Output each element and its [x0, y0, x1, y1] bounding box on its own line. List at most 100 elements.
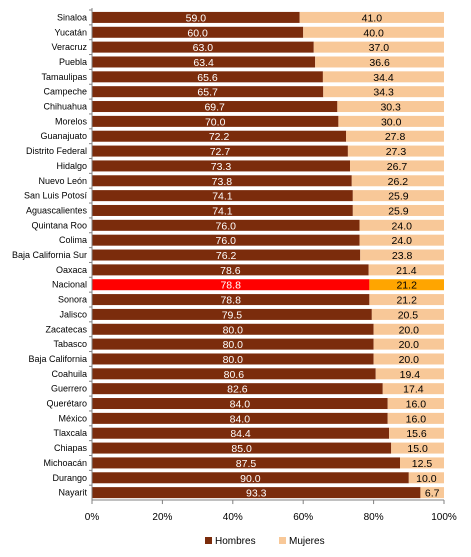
data-label-hombres: 65.6 — [197, 72, 218, 84]
data-label-hombres: 84.0 — [230, 399, 251, 411]
bar-mujeres — [337, 101, 444, 113]
bar-hombres — [92, 190, 353, 202]
bar-hombres — [92, 41, 314, 53]
data-label-hombres: 60.0 — [187, 27, 208, 39]
data-label-mujeres: 27.8 — [385, 131, 406, 143]
data-label-hombres: 76.0 — [216, 235, 237, 247]
bar-mujeres — [322, 71, 444, 83]
data-label-hombres: 63.0 — [193, 42, 214, 54]
data-label-hombres: 76.2 — [216, 250, 237, 262]
x-tick-label: 60% — [293, 512, 313, 523]
data-label-mujeres: 6.7 — [425, 488, 440, 500]
bar-hombres — [92, 219, 360, 231]
legend-label-mujeres: Mujeres — [289, 536, 325, 547]
legend: Hombres Mujeres — [205, 536, 325, 547]
bar-hombres — [92, 26, 304, 38]
category-label: Tamaulipas — [41, 72, 87, 82]
category-label: Baja California Sur — [12, 250, 87, 260]
category-label: Oaxaca — [56, 265, 87, 275]
bar-hombres — [92, 86, 324, 98]
data-label-mujeres: 16.0 — [406, 399, 427, 411]
data-label-mujeres: 34.4 — [373, 72, 394, 84]
data-label-mujeres: 30.0 — [381, 116, 402, 128]
data-label-mujeres: 24.0 — [392, 220, 413, 232]
data-label-hombres: 78.8 — [220, 295, 241, 307]
data-label-mujeres: 26.7 — [387, 161, 408, 173]
data-label-mujeres: 41.0 — [362, 12, 383, 24]
category-label: Chiapas — [54, 443, 88, 453]
bar-hombres — [92, 175, 352, 187]
bar-mujeres — [387, 398, 444, 410]
bar-hombres — [92, 11, 300, 23]
category-label: Puebla — [59, 57, 87, 67]
bar-mujeres — [387, 412, 444, 424]
bar-mujeres — [323, 86, 444, 98]
bar-mujeres — [299, 11, 444, 23]
data-label-hombres: 73.3 — [211, 161, 232, 173]
data-label-mujeres: 24.0 — [392, 235, 413, 247]
bar-mujeres — [373, 323, 444, 335]
data-label-mujeres: 21.4 — [396, 265, 417, 277]
category-label: Jalisco — [59, 309, 87, 319]
legend-swatch-hombres — [205, 537, 212, 544]
bar-mujeres — [350, 160, 444, 172]
bar-hombres — [92, 145, 348, 157]
bar-mujeres — [400, 457, 444, 469]
bar-hombres — [92, 115, 339, 127]
bar-mujeres — [338, 115, 444, 127]
data-label-mujeres: 27.3 — [386, 146, 407, 158]
data-label-mujeres: 36.6 — [369, 57, 390, 69]
category-label: Sonora — [58, 295, 87, 305]
bar-hombres — [92, 264, 369, 276]
bar-hombres — [92, 204, 353, 216]
data-label-mujeres: 20.5 — [398, 309, 419, 321]
data-label-hombres: 73.8 — [212, 176, 233, 188]
bar-hombres — [92, 472, 409, 484]
data-label-hombres: 59.0 — [186, 12, 207, 24]
category-label: Guanajuato — [40, 131, 87, 141]
bar-mujeres — [389, 427, 444, 439]
data-label-hombres: 79.5 — [222, 309, 243, 321]
bar-mujeres — [420, 487, 444, 499]
category-label: Guerrero — [51, 384, 87, 394]
bar-hombres — [92, 398, 388, 410]
bar-mujeres — [373, 338, 444, 350]
data-label-mujeres: 25.9 — [388, 191, 409, 203]
data-label-hombres: 72.7 — [210, 146, 231, 158]
data-label-mujeres: 40.0 — [363, 27, 384, 39]
data-label-mujeres: 15.0 — [407, 443, 428, 455]
data-label-hombres: 90.0 — [240, 473, 261, 485]
data-label-mujeres: 12.5 — [412, 458, 433, 470]
data-label-hombres: 76.0 — [216, 220, 237, 232]
data-label-mujeres: 37.0 — [369, 42, 390, 54]
category-label: Quintana Roo — [31, 220, 87, 230]
bar-hombres — [92, 427, 390, 439]
data-label-mujeres: 21.2 — [396, 280, 417, 292]
bar-mujeres — [359, 219, 444, 231]
bar-mujeres — [352, 190, 444, 202]
data-label-hombres: 84.0 — [230, 413, 251, 425]
category-label: Tlaxcala — [53, 428, 87, 438]
category-label: Veracruz — [51, 42, 87, 52]
category-label: Yucatán — [54, 27, 87, 37]
category-label: Baja California — [28, 354, 87, 364]
data-label-hombres: 78.8 — [220, 280, 241, 292]
category-label: Chihuahua — [43, 102, 87, 112]
bar-hombres — [92, 130, 347, 142]
bar-hombres — [92, 294, 370, 306]
category-labels-layer: Sinaloa Yucatán Veracruz Puebla Tamaulipas Ca… — [12, 12, 88, 497]
bar-hombres — [92, 368, 376, 380]
category-label: Nuevo León — [38, 176, 87, 186]
data-label-hombres: 65.7 — [197, 87, 218, 99]
data-label-hombres: 63.4 — [193, 57, 214, 69]
category-label: México — [58, 413, 87, 423]
bar-mujeres — [313, 41, 444, 53]
bar-hombres — [92, 56, 316, 68]
data-label-hombres: 74.1 — [212, 191, 233, 203]
data-label-mujeres: 15.6 — [406, 428, 427, 440]
bar-hombres — [92, 442, 392, 454]
legend-label-hombres: Hombres — [215, 536, 256, 547]
data-label-hombres: 87.5 — [236, 458, 257, 470]
data-label-hombres: 74.1 — [212, 205, 233, 217]
